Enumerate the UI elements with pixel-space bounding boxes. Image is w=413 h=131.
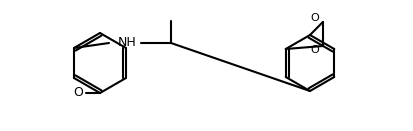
Text: O: O [73, 86, 83, 100]
Text: NH: NH [118, 37, 136, 50]
Text: O: O [311, 13, 319, 23]
Text: O: O [311, 45, 319, 55]
